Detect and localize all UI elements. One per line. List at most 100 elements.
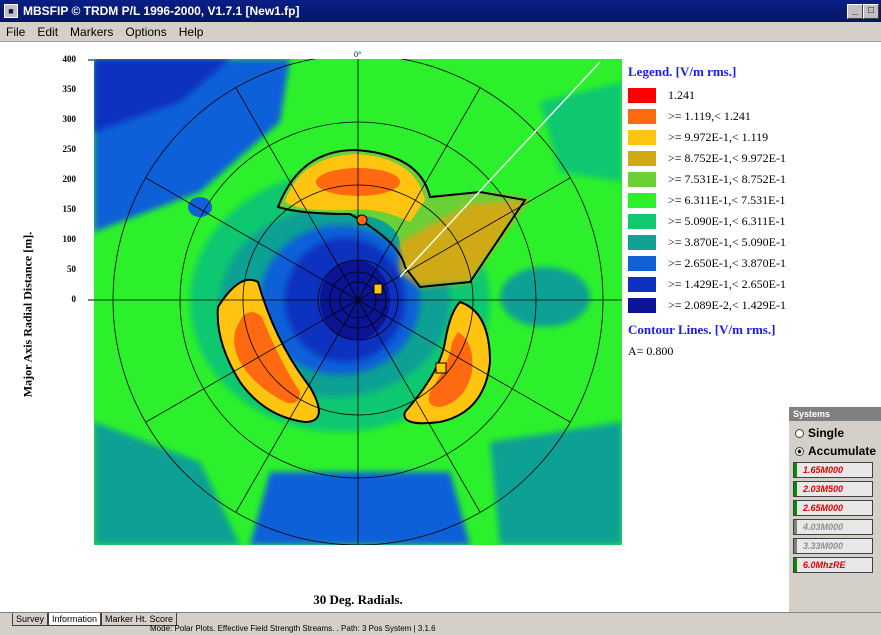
menu-options[interactable]: Options: [125, 24, 167, 39]
systems-panel: Systems Single Accumulate 1.65M000 2.03M…: [788, 406, 881, 612]
region-upper-left-dark: [94, 59, 230, 132]
system-button-5[interactable]: 3.33M000: [793, 538, 873, 554]
legend-swatch: [628, 235, 656, 250]
active-indicator: [794, 482, 797, 496]
legend-label: >= 3.870E-1,< 5.090E-1: [668, 235, 786, 249]
minimize-button[interactable]: _: [847, 4, 863, 19]
system-label: 4.03M000: [803, 522, 844, 532]
menu-file[interactable]: File: [6, 24, 26, 39]
legend-row: 1.241: [628, 85, 808, 106]
legend-label: >= 8.752E-1,< 9.972E-1: [668, 151, 786, 165]
legend-label: >= 1.429E-1,< 2.650E-1: [668, 277, 786, 291]
contour-right: [403, 300, 492, 425]
menu-markers[interactable]: Markers: [70, 24, 114, 39]
region-bottom-left-teal: [94, 422, 240, 545]
legend-swatch: [628, 88, 656, 103]
maximize-button[interactable]: □: [863, 4, 879, 19]
system-label: 6.0MhzRE: [803, 560, 846, 570]
contour-top: [276, 148, 527, 289]
main-content: Major Axis Radial Distance [m]. 400 350 …: [0, 42, 881, 612]
y-tick-250: 250: [62, 144, 77, 154]
legend-row: >= 2.650E-1,< 3.870E-1: [628, 253, 808, 274]
single-radio[interactable]: Single: [789, 425, 881, 441]
legend-label: >= 5.090E-1,< 6.311E-1: [668, 214, 786, 228]
menu-bar: File Edit Markers Options Help: [0, 22, 881, 42]
system-button-3[interactable]: 2.65M000: [793, 500, 873, 516]
system-label: 1.65M000: [803, 465, 844, 475]
legend-label: >= 2.650E-1,< 3.870E-1: [668, 256, 786, 270]
system-button-1[interactable]: 1.65M000: [793, 462, 873, 478]
status-bar: Survey Information Marker Ht. Score Mode…: [0, 612, 881, 635]
y-tick-350: 350: [62, 84, 77, 94]
legend-swatch: [628, 256, 656, 271]
legend-swatch: [628, 109, 656, 124]
marker-square[interactable]: [435, 362, 447, 374]
region-bottom-right-teal: [490, 422, 622, 545]
legend-swatch: [628, 298, 656, 313]
legend-title: Legend. [V/m rms.]: [628, 64, 737, 79]
system-button-2[interactable]: 2.03M500: [793, 481, 873, 497]
region-upper-right: [540, 82, 622, 182]
y-tick-0: 0: [71, 294, 77, 304]
system-label: 2.03M500: [803, 484, 844, 494]
legend-label: >= 7.531E-1,< 8.752E-1: [668, 172, 786, 186]
system-button-4[interactable]: 4.03M000: [793, 519, 873, 535]
radio-on-icon: [795, 446, 804, 456]
legend-swatch: [628, 151, 656, 166]
system-button-6[interactable]: 6.0MhzRE: [793, 557, 873, 573]
legend-swatch: [628, 130, 656, 145]
accumulate-radio[interactable]: Accumulate: [789, 443, 881, 459]
accumulate-label: Accumulate: [808, 444, 877, 458]
window-title: MBSFIP © TRDM P/L 1996-2000, V1.7.1 [New…: [23, 4, 300, 18]
inactive-indicator: [794, 520, 797, 534]
legend-swatch: [628, 277, 656, 292]
system-label: 3.33M000: [803, 541, 844, 551]
legend-swatch: [628, 214, 656, 229]
legend-row: >= 8.752E-1,< 9.972E-1: [628, 148, 808, 169]
left-lobe-orange: [234, 312, 300, 404]
system-label: 2.65M000: [803, 503, 844, 513]
legend-label: >= 9.972E-1,< 1.119: [668, 130, 769, 144]
legend-row: >= 1.429E-1,< 2.650E-1: [628, 274, 808, 295]
region-bottom-blue: [250, 472, 470, 545]
region-right-teal: [500, 267, 590, 327]
y-tick-50: 50: [67, 264, 76, 274]
legend-label: >= 1.119,< 1.241: [668, 109, 751, 123]
title-bar: ■ MBSFIP © TRDM P/L 1996-2000, V1.7.1 [N…: [0, 0, 881, 22]
radial-60: [145, 177, 571, 423]
status-text: Mode: Polar Plots. Effective Field Stren…: [150, 624, 436, 633]
legend-row: >= 6.311E-1,< 7.531E-1: [628, 190, 808, 211]
legend-row: >= 2.089E-2,< 1.429E-1: [628, 295, 808, 316]
legend-swatch: [628, 193, 656, 208]
tab-marker-score[interactable]: Marker Ht. Score: [101, 613, 178, 626]
contour-left: [216, 278, 320, 424]
tab-survey[interactable]: Survey: [12, 613, 49, 626]
legend-row: >= 5.090E-1,< 6.311E-1: [628, 211, 808, 232]
bearing-line: [399, 61, 601, 278]
tab-information[interactable]: Information: [48, 613, 102, 626]
menu-help[interactable]: Help: [178, 24, 204, 39]
y-tick-200: 200: [62, 174, 77, 184]
contour-value: A= 0.800: [628, 344, 674, 358]
tab-strip: Survey Information Marker Ht. Score: [12, 613, 178, 626]
y-tick-150: 150: [62, 204, 77, 214]
marker-center[interactable]: [373, 283, 383, 295]
app-icon[interactable]: ■: [4, 4, 18, 18]
inactive-indicator: [794, 539, 797, 553]
legend-swatch: [628, 172, 656, 187]
region-small-blue: [188, 197, 212, 217]
active-indicator: [794, 463, 797, 477]
menu-edit[interactable]: Edit: [37, 24, 59, 39]
y-tick-100: 100: [62, 234, 77, 244]
marker-circle[interactable]: [356, 214, 368, 226]
polar-field-plot[interactable]: 0°: [0, 42, 881, 612]
y-tick-300: 300: [62, 114, 77, 124]
top-angle-label: 0°: [354, 50, 361, 59]
legend-row: >= 9.972E-1,< 1.119: [628, 127, 808, 148]
x-axis-label: 30 Deg. Radials.: [313, 592, 403, 607]
legend-row: >= 1.119,< 1.241: [628, 106, 808, 127]
legend-row: >= 7.531E-1,< 8.752E-1: [628, 169, 808, 190]
legend: Legend. [V/m rms.] 1.241 >= 1.119,< 1.24…: [628, 64, 808, 359]
legend-label: >= 6.311E-1,< 7.531E-1: [668, 193, 786, 207]
contour-title: Contour Lines. [V/m rms.]: [628, 322, 776, 337]
